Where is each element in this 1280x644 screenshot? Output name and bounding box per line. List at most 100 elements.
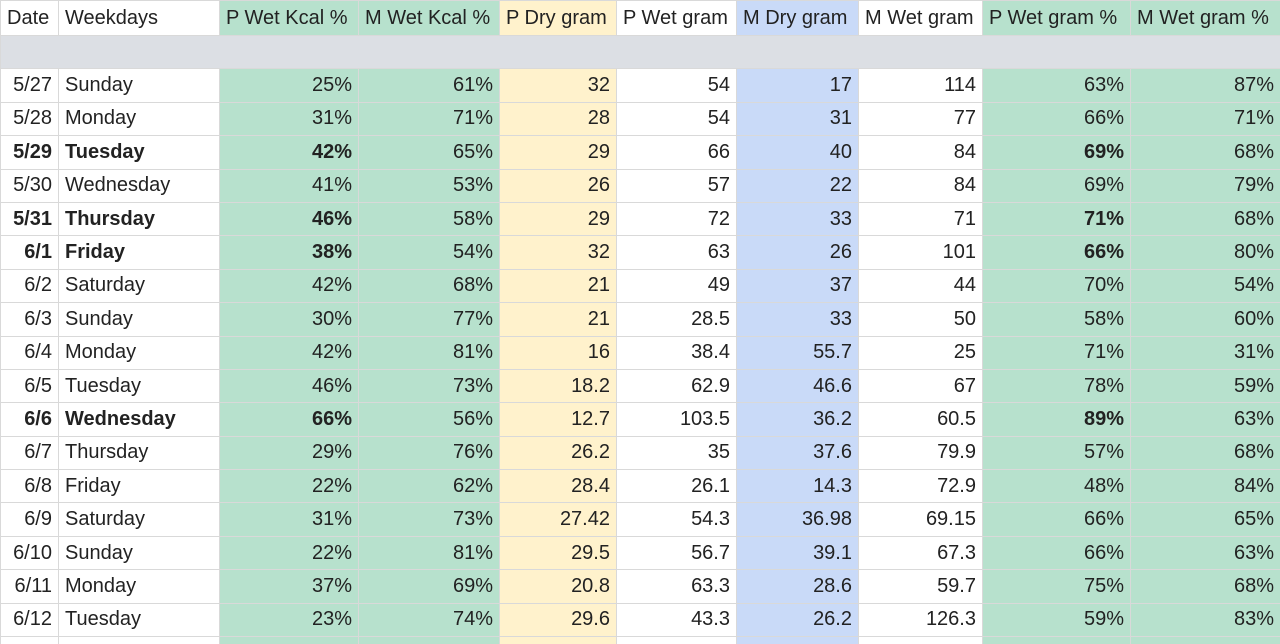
cell-date[interactable]: 6/12 (0, 602, 59, 638)
cell-m-wet-gram[interactable]: 84 (858, 168, 983, 203)
cell-m-wet-gram-pct[interactable]: 54% (1130, 268, 1280, 304)
cell-p-wet-gram-pct[interactable]: 69% (982, 168, 1131, 203)
cell-date[interactable]: 6/3 (0, 302, 59, 337)
cell-day[interactable]: Monday (58, 569, 220, 604)
cell-day[interactable]: Tuesday (58, 602, 220, 638)
cell-date[interactable]: 5/31 (0, 201, 59, 237)
cell-p-wet-gram-pct[interactable]: 66% (982, 502, 1131, 537)
header-cell-p-wet-gram-pct[interactable]: P Wet gram % (982, 0, 1131, 36)
cell-p-dry-gram[interactable]: 26.2 (499, 435, 617, 471)
cell-p-wet-gram[interactable]: 62.9 (616, 368, 737, 404)
cell-p-wet-gram[interactable]: 54 (616, 101, 737, 137)
cell-m-wet-gram[interactable]: 60.5 (858, 402, 983, 437)
cell-p-dry-gram[interactable]: 18.2 (499, 368, 617, 404)
cell-m-wet-gram[interactable]: 59.7 (858, 569, 983, 604)
header-cell-p-wet-gram[interactable]: P Wet gram (616, 0, 737, 36)
cell-m-wet-gram[interactable]: 72.9 (858, 469, 983, 504)
cell-p-wet-kcal-pct[interactable]: 41% (219, 168, 359, 203)
cell-p-wet-gram-pct[interactable]: 70% (982, 268, 1131, 304)
cell-date[interactable]: 6/7 (0, 435, 59, 471)
cell-p-wet-gram[interactable]: 54 (616, 68, 737, 103)
frozen-row-divider-bar[interactable] (0, 34, 1280, 70)
cell-date[interactable]: 6/8 (0, 469, 59, 504)
cell-day[interactable]: Saturday (58, 268, 220, 304)
header-cell-weekdays[interactable]: Weekdays (58, 0, 220, 36)
cell-m-wet-kcal-pct[interactable]: 73% (358, 502, 500, 537)
cell-p-wet-kcal-pct[interactable]: 37% (219, 569, 359, 604)
cell-m-wet-gram[interactable]: 84 (858, 135, 983, 170)
cell-m-wet-gram[interactable]: 71 (858, 201, 983, 237)
header-cell-m-wet-kcal-pct[interactable]: M Wet Kcal % (358, 0, 500, 36)
cell-date[interactable]: 6/2 (0, 268, 59, 304)
cell-m-wet-kcal-pct[interactable]: 56% (358, 402, 500, 437)
cell-p-wet-gram[interactable]: 35 (616, 435, 737, 471)
cell-day[interactable]: Tuesday (58, 135, 220, 170)
cell-m-wet-kcal-pct[interactable]: 77% (358, 302, 500, 337)
header-cell-p-wet-kcal-pct[interactable]: P Wet Kcal % (219, 0, 359, 36)
cell-m-wet-kcal-pct[interactable]: 61% (358, 68, 500, 103)
cell-p-wet-gram[interactable]: 38.4 (616, 335, 737, 370)
cell-p-wet-kcal-pct[interactable]: 30% (219, 302, 359, 337)
cell-m-wet-gram-pct[interactable]: 84% (1130, 469, 1280, 504)
cell-date[interactable]: 6/6 (0, 402, 59, 437)
cell-m-dry-gram[interactable]: 17 (736, 68, 859, 103)
cell-p-wet-gram[interactable]: 63 (616, 235, 737, 270)
cell-day[interactable]: Friday (58, 235, 220, 270)
cell-m-wet-gram-pct[interactable]: 65% (1130, 502, 1280, 537)
cell-p-wet-kcal-pct[interactable]: 22% (219, 535, 359, 571)
cell-p-wet-gram-pct[interactable]: 75% (982, 569, 1131, 604)
cell-p-wet-gram-pct[interactable]: 66% (982, 235, 1131, 270)
cell-m-wet-gram[interactable]: 79.9 (858, 435, 983, 471)
cell-m-dry-gram[interactable]: 36.98 (736, 502, 859, 537)
cell-p-dry-gram[interactable]: 21 (499, 268, 617, 304)
cell-m-dry-gram[interactable]: 36.2 (736, 402, 859, 437)
cell-m-dry-gram[interactable]: 39.1 (736, 535, 859, 571)
cell-day[interactable]: Monday (58, 101, 220, 137)
cell-m-dry-gram[interactable]: 22 (736, 168, 859, 203)
cell-date[interactable]: 6/11 (0, 569, 59, 604)
cell-date[interactable]: 6/5 (0, 368, 59, 404)
cell-p-dry-gram[interactable]: 12.7 (499, 402, 617, 437)
cell-m-wet-gram[interactable]: 123.4 (858, 636, 983, 644)
cell-p-wet-gram-pct[interactable]: 58% (982, 302, 1131, 337)
cell-p-wet-gram[interactable]: 54.3 (616, 502, 737, 537)
cell-p-wet-gram-pct[interactable]: 69% (982, 135, 1131, 170)
frozen-row-divider[interactable] (0, 34, 1280, 70)
cell-m-wet-gram-pct[interactable]: 31% (1130, 335, 1280, 370)
cell-m-wet-kcal-pct[interactable]: 65% (358, 135, 500, 170)
header-cell-m-wet-gram-pct[interactable]: M Wet gram % (1130, 0, 1280, 36)
cell-p-wet-kcal-pct[interactable]: 42% (219, 268, 359, 304)
cell-p-dry-gram[interactable]: 21 (499, 302, 617, 337)
cell-m-wet-gram[interactable]: 67.3 (858, 535, 983, 571)
cell-p-wet-gram[interactable]: 72 (616, 201, 737, 237)
cell-p-dry-gram[interactable]: 29.5 (499, 535, 617, 571)
cell-m-wet-gram-pct[interactable]: 80% (1130, 235, 1280, 270)
cell-m-dry-gram[interactable]: 46.6 (736, 368, 859, 404)
cell-day[interactable]: Saturday (58, 502, 220, 537)
cell-day[interactable]: Tuesday (58, 368, 220, 404)
cell-m-wet-kcal-pct[interactable]: 69% (358, 569, 500, 604)
cell-p-dry-gram[interactable]: 26 (499, 168, 617, 203)
cell-p-wet-kcal-pct[interactable]: 31% (219, 502, 359, 537)
cell-m-wet-gram-pct[interactable]: 68% (1130, 135, 1280, 170)
cell-m-wet-kcal-pct[interactable]: 58% (358, 201, 500, 237)
cell-m-wet-gram[interactable]: 77 (858, 101, 983, 137)
cell-p-wet-gram-pct[interactable]: 71% (982, 335, 1131, 370)
cell-m-wet-gram-pct[interactable]: 68% (1130, 435, 1280, 471)
cell-m-wet-gram-pct[interactable]: 79% (1130, 168, 1280, 203)
cell-m-wet-gram[interactable]: 25 (858, 335, 983, 370)
cell-day[interactable]: Friday (58, 469, 220, 504)
cell-m-wet-kcal-pct[interactable]: 76% (358, 435, 500, 471)
cell-date[interactable]: 5/28 (0, 101, 59, 137)
cell-p-wet-gram[interactable]: 63.3 (616, 569, 737, 604)
cell-p-wet-gram[interactable]: 103.5 (616, 402, 737, 437)
cell-m-dry-gram[interactable]: 55.7 (736, 335, 859, 370)
cell-p-wet-gram-pct[interactable]: 89% (982, 402, 1131, 437)
cell-p-wet-kcal-pct[interactable]: 46% (219, 201, 359, 237)
cell-p-wet-kcal-pct[interactable]: 23% (219, 602, 359, 638)
cell-m-wet-gram[interactable]: 114 (858, 68, 983, 103)
cell-p-wet-gram-pct[interactable]: 71% (982, 201, 1131, 237)
cell-p-wet-gram-pct[interactable]: 59% (982, 602, 1131, 638)
cell-m-wet-gram-pct[interactable]: 68% (1130, 569, 1280, 604)
cell-m-wet-gram-pct[interactable]: 63% (1130, 402, 1280, 437)
